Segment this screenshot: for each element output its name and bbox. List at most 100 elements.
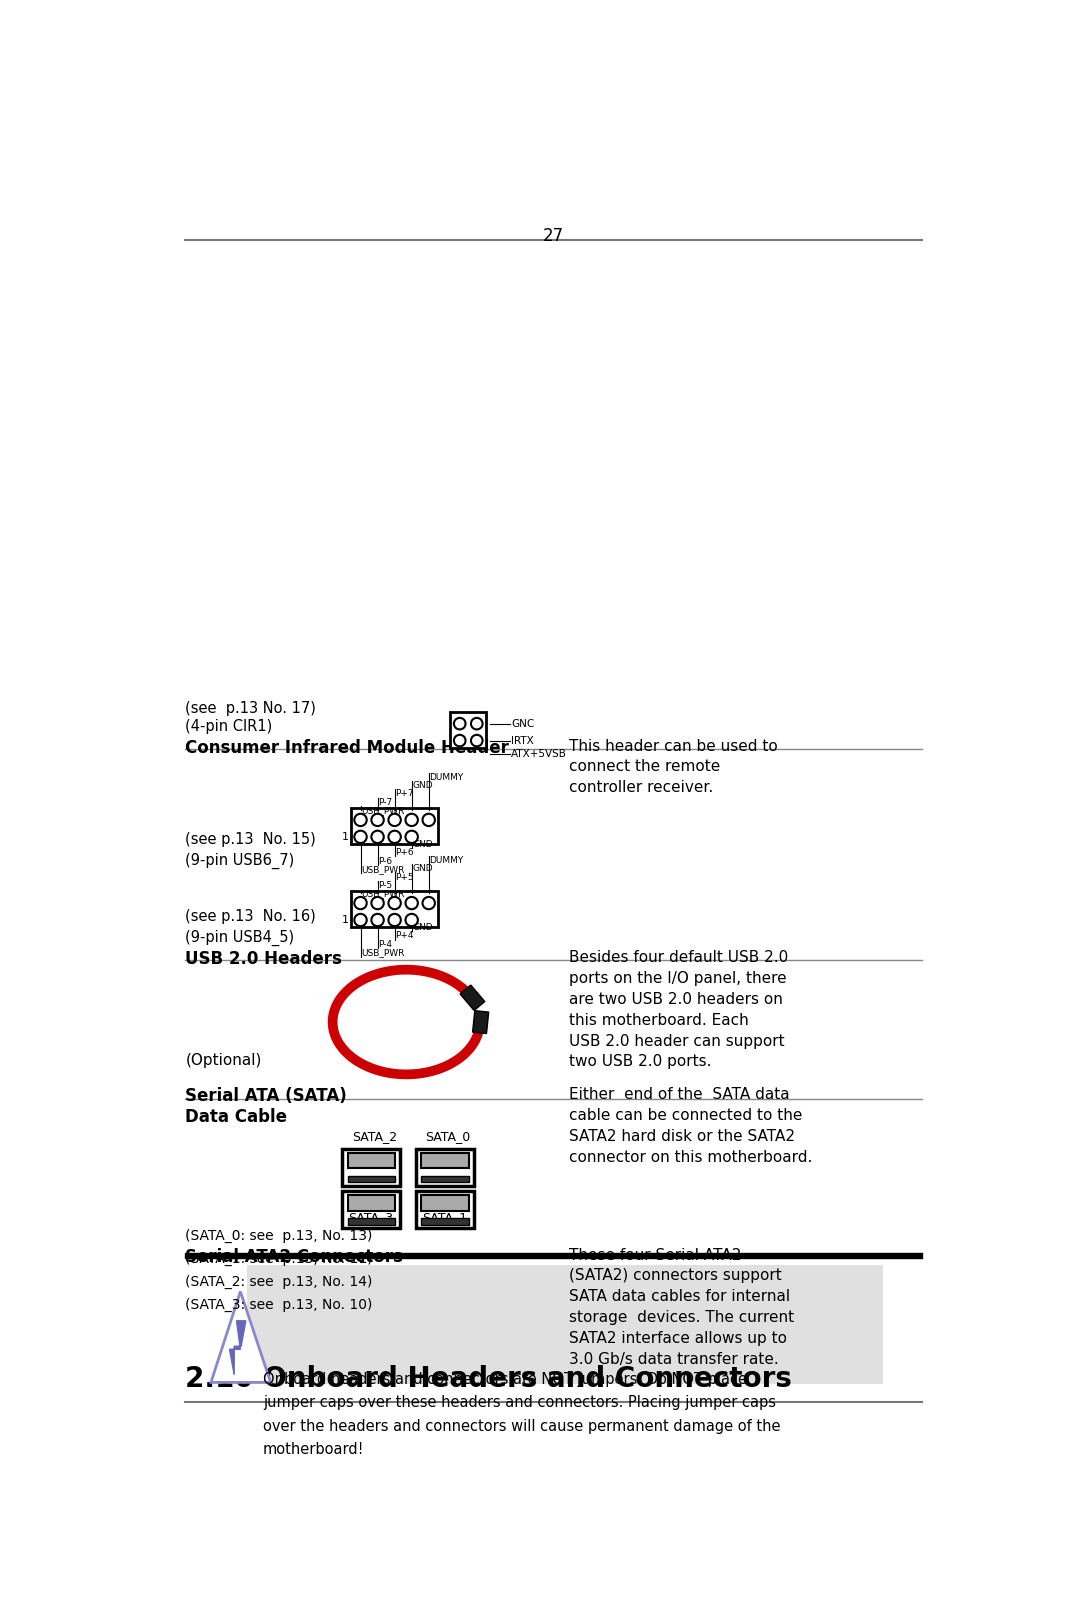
Text: (9-pin USB6_7): (9-pin USB6_7) xyxy=(186,853,295,869)
Text: 27: 27 xyxy=(543,227,564,244)
Bar xyxy=(351,808,438,843)
Circle shape xyxy=(354,814,367,826)
Text: GND: GND xyxy=(413,780,433,790)
Text: These four Serial ATA2: These four Serial ATA2 xyxy=(569,1248,741,1263)
Text: P+5: P+5 xyxy=(395,873,414,882)
Text: Serial ATA (SATA): Serial ATA (SATA) xyxy=(186,1088,347,1106)
Text: GND: GND xyxy=(413,865,433,873)
Text: (see p.13  No. 15): (see p.13 No. 15) xyxy=(186,832,316,847)
Text: are two USB 2.0 headers on: are two USB 2.0 headers on xyxy=(569,992,783,1007)
Text: (see p.13  No. 16): (see p.13 No. 16) xyxy=(186,908,316,924)
Text: (9-pin USB4_5): (9-pin USB4_5) xyxy=(186,929,295,945)
Text: SATA_2: SATA_2 xyxy=(352,1130,397,1143)
Text: 1: 1 xyxy=(341,832,349,842)
Circle shape xyxy=(471,735,483,746)
Bar xyxy=(342,1192,401,1229)
Bar xyxy=(421,1219,469,1224)
Text: USB_PWR: USB_PWR xyxy=(362,949,405,957)
Text: Either  end of the  SATA data: Either end of the SATA data xyxy=(569,1088,789,1103)
Circle shape xyxy=(389,814,401,826)
Circle shape xyxy=(354,913,367,926)
Text: (SATA_2: see  p.13, No. 14): (SATA_2: see p.13, No. 14) xyxy=(186,1274,373,1289)
Text: Serial ATA2 Connectors: Serial ATA2 Connectors xyxy=(186,1248,403,1266)
Text: P-7: P-7 xyxy=(378,798,392,806)
Bar xyxy=(348,1219,395,1224)
Text: (see  p.13 No. 17): (see p.13 No. 17) xyxy=(186,701,316,716)
Text: IRTX: IRTX xyxy=(511,735,534,746)
Bar xyxy=(348,1175,395,1182)
Text: this motherboard. Each: this motherboard. Each xyxy=(569,1013,748,1028)
Text: cable can be connected to the: cable can be connected to the xyxy=(569,1109,802,1124)
Text: USB 2.0 header can support: USB 2.0 header can support xyxy=(569,1033,785,1049)
Text: SATA_1: SATA_1 xyxy=(422,1211,467,1224)
Text: USB 2.0 Headers: USB 2.0 Headers xyxy=(186,950,342,968)
Text: USB_PWR: USB_PWR xyxy=(362,865,405,874)
Text: (4-pin CIR1): (4-pin CIR1) xyxy=(186,719,272,735)
Text: DUMMY: DUMMY xyxy=(430,856,463,865)
Text: SATA_3: SATA_3 xyxy=(348,1211,393,1224)
Text: two USB 2.0 ports.: two USB 2.0 ports. xyxy=(569,1054,712,1070)
Bar xyxy=(342,1149,401,1187)
Text: 1: 1 xyxy=(341,915,349,924)
Circle shape xyxy=(422,814,435,826)
Bar xyxy=(416,1149,474,1187)
Circle shape xyxy=(405,913,418,926)
Circle shape xyxy=(372,897,383,910)
Text: SATA data cables for internal: SATA data cables for internal xyxy=(569,1289,791,1305)
Text: SATA2 hard disk or the SATA2: SATA2 hard disk or the SATA2 xyxy=(569,1128,795,1145)
Bar xyxy=(421,1195,469,1211)
Circle shape xyxy=(454,735,465,746)
Text: GNC: GNC xyxy=(511,719,535,729)
Bar xyxy=(247,1264,882,1384)
Bar xyxy=(421,1153,469,1169)
Text: (SATA_0: see  p.13, No. 13): (SATA_0: see p.13, No. 13) xyxy=(186,1229,373,1242)
Text: (SATA_3: see  p.13, No. 10): (SATA_3: see p.13, No. 10) xyxy=(186,1298,373,1311)
Text: controller receiver.: controller receiver. xyxy=(569,780,713,795)
Text: P-4: P-4 xyxy=(378,941,392,949)
Circle shape xyxy=(354,897,367,910)
Text: P-6: P-6 xyxy=(378,856,392,866)
Circle shape xyxy=(389,897,401,910)
Text: Onboard headers and connectors are NOT jumpers. Do NOT place: Onboard headers and connectors are NOT j… xyxy=(262,1373,747,1387)
Text: GND: GND xyxy=(413,923,433,933)
Text: SATA2 interface allows up to: SATA2 interface allows up to xyxy=(569,1331,787,1345)
Polygon shape xyxy=(230,1321,246,1375)
Text: (Optional): (Optional) xyxy=(186,1052,261,1069)
Circle shape xyxy=(422,897,435,910)
Circle shape xyxy=(471,717,483,730)
Bar xyxy=(421,1175,469,1182)
Text: connect the remote: connect the remote xyxy=(569,759,720,774)
Text: USB_PWR: USB_PWR xyxy=(362,889,405,899)
Text: P+7: P+7 xyxy=(395,790,414,798)
Text: ports on the I/O panel, there: ports on the I/O panel, there xyxy=(569,971,786,986)
Circle shape xyxy=(389,913,401,926)
Text: (SATA2) connectors support: (SATA2) connectors support xyxy=(569,1268,782,1284)
Text: P-5: P-5 xyxy=(378,881,392,890)
Bar xyxy=(348,1153,395,1169)
Bar xyxy=(348,1195,395,1211)
Text: DUMMY: DUMMY xyxy=(430,772,463,782)
Text: USB_PWR: USB_PWR xyxy=(362,806,405,816)
Text: Consumer Infrared Module Header: Consumer Infrared Module Header xyxy=(186,738,510,756)
Circle shape xyxy=(454,717,465,730)
Bar xyxy=(450,712,486,748)
Circle shape xyxy=(405,897,418,910)
Text: connector on this motherboard.: connector on this motherboard. xyxy=(569,1149,812,1164)
Text: (SATA_1: see  p.13, No. 11): (SATA_1: see p.13, No. 11) xyxy=(186,1251,373,1266)
Text: ATX+5VSB: ATX+5VSB xyxy=(511,750,567,759)
Text: 2.10 Onboard Headers and Connectors: 2.10 Onboard Headers and Connectors xyxy=(186,1365,793,1392)
Circle shape xyxy=(354,831,367,843)
Bar xyxy=(351,890,438,928)
Circle shape xyxy=(405,814,418,826)
Circle shape xyxy=(405,831,418,843)
Text: SATA_0: SATA_0 xyxy=(426,1130,471,1143)
Circle shape xyxy=(372,831,383,843)
Text: Data Cable: Data Cable xyxy=(186,1109,287,1127)
Text: Besides four default USB 2.0: Besides four default USB 2.0 xyxy=(569,950,788,965)
Text: P+4: P+4 xyxy=(395,931,414,941)
Text: This header can be used to: This header can be used to xyxy=(569,738,778,754)
Text: jumper caps over these headers and connectors. Placing jumper caps: jumper caps over these headers and conne… xyxy=(262,1396,775,1410)
Text: GND: GND xyxy=(413,840,433,848)
Bar xyxy=(460,984,485,1010)
Text: storage  devices. The current: storage devices. The current xyxy=(569,1310,794,1324)
